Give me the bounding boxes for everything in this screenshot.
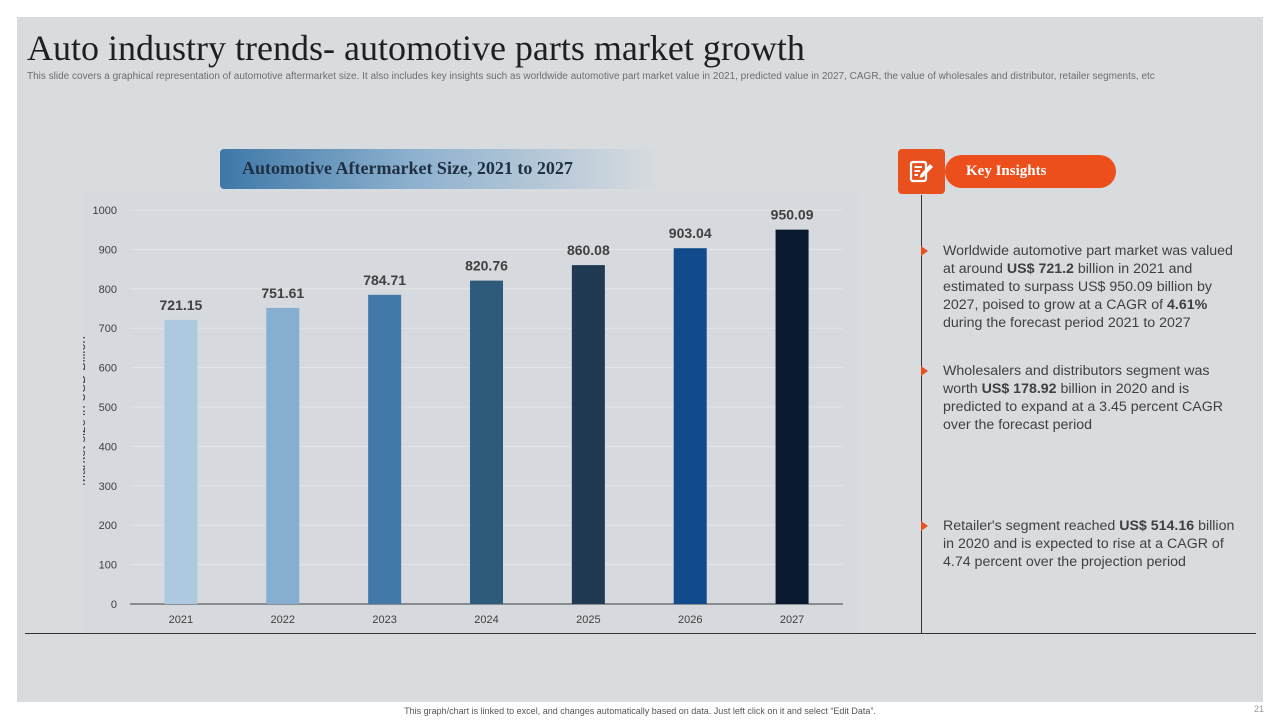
bullet-arrow-icon: [921, 246, 928, 256]
x-tick-label: 2021: [169, 614, 193, 626]
insight-highlight: US$ 721.2: [1006, 261, 1074, 277]
x-tick-label: 2026: [678, 614, 702, 626]
bottom-divider: [25, 633, 1256, 634]
insight-highlight: US$ 514.16: [1119, 518, 1195, 534]
x-tick-label: 2024: [474, 614, 498, 626]
x-tick-label: 2022: [271, 614, 295, 626]
bar-chart[interactable]: 0 100 200 300 400 500 600 700 800 900 1000 721.15 20…: [83, 193, 859, 634]
insight-text: Worldwide automotive part market was val…: [943, 243, 1233, 277]
data-label: 860.08: [567, 242, 610, 258]
key-insights-badge: Key Insights: [945, 155, 1116, 188]
chart-svg: 0 100 200 300 400 500 600 700 800 900 1000 721.15 20…: [83, 205, 843, 626]
insight-text: billion in 2020 and is expected to rise …: [943, 518, 1235, 570]
insight-text: billion in 2021 and estimated to surpass…: [943, 261, 1212, 313]
bar: [571, 265, 605, 604]
y-tick-label: 800: [99, 284, 117, 296]
key-insights-label: Key Insights: [966, 163, 1047, 179]
footer-note: This graph/chart is linked to excel, and…: [404, 706, 876, 716]
edit-document-icon: [898, 149, 945, 194]
insight-highlight: US$ 178.92: [981, 381, 1057, 397]
x-tick-label: 2023: [372, 614, 396, 626]
x-tick-label: 2027: [780, 614, 804, 626]
bar: [470, 280, 503, 604]
insight-text: Wholesalers and distributors segment was…: [943, 363, 1210, 397]
data-label: 903.04: [669, 225, 712, 241]
y-tick-label: 1000: [93, 205, 117, 217]
slide: Auto industry trends- automotive parts m…: [17, 17, 1263, 702]
bullet-arrow-icon: [921, 521, 928, 531]
bar: [266, 307, 300, 604]
x-tick-label: 2025: [576, 614, 600, 626]
page-number: 21: [1253, 704, 1264, 714]
bar: [673, 248, 707, 604]
data-label: 784.71: [363, 272, 406, 288]
y-tick-label: 900: [99, 244, 117, 256]
data-label: 721.15: [160, 297, 203, 313]
bar: [368, 294, 402, 604]
y-tick-label: 100: [99, 560, 117, 572]
data-label: 950.09: [771, 207, 814, 223]
vertical-divider: [921, 195, 922, 634]
insight-text: Retailer's segment reached: [943, 518, 1120, 534]
data-label: 820.76: [465, 258, 508, 274]
y-tick-label: 300: [99, 481, 117, 493]
insight-text: billion in 2020 and is predicted to expa…: [943, 381, 1223, 433]
bullet-arrow-icon: [921, 366, 928, 376]
bar: [164, 319, 198, 604]
insight-highlight: 4.61%: [1166, 297, 1208, 313]
y-tick-label: 400: [99, 441, 117, 453]
insight-text: during the forecast period 2021 to 2027: [943, 315, 1191, 331]
page-subtitle: This slide covers a graphical representa…: [27, 71, 1155, 82]
y-tick-label: 0: [111, 599, 117, 611]
y-tick-label: 600: [99, 363, 117, 375]
y-axis-title: Market size in USD Billion: [83, 336, 88, 486]
chart-header-label: Automotive Aftermarket Size, 2021 to 202…: [242, 158, 573, 178]
data-label: 751.61: [261, 285, 304, 301]
chart-header: Automotive Aftermarket Size, 2021 to 202…: [220, 149, 660, 189]
y-tick-label: 700: [99, 323, 117, 335]
insight-item: Worldwide automotive part market was val…: [921, 242, 1248, 332]
y-tick-label: 200: [99, 520, 117, 532]
page-title: Auto industry trends- automotive parts m…: [27, 28, 805, 68]
insight-item: Retailer's segment reached US$ 514.16 bi…: [921, 517, 1248, 571]
insight-item: Wholesalers and distributors segment was…: [921, 362, 1248, 434]
y-tick-label: 500: [99, 402, 117, 414]
bar: [775, 229, 809, 604]
